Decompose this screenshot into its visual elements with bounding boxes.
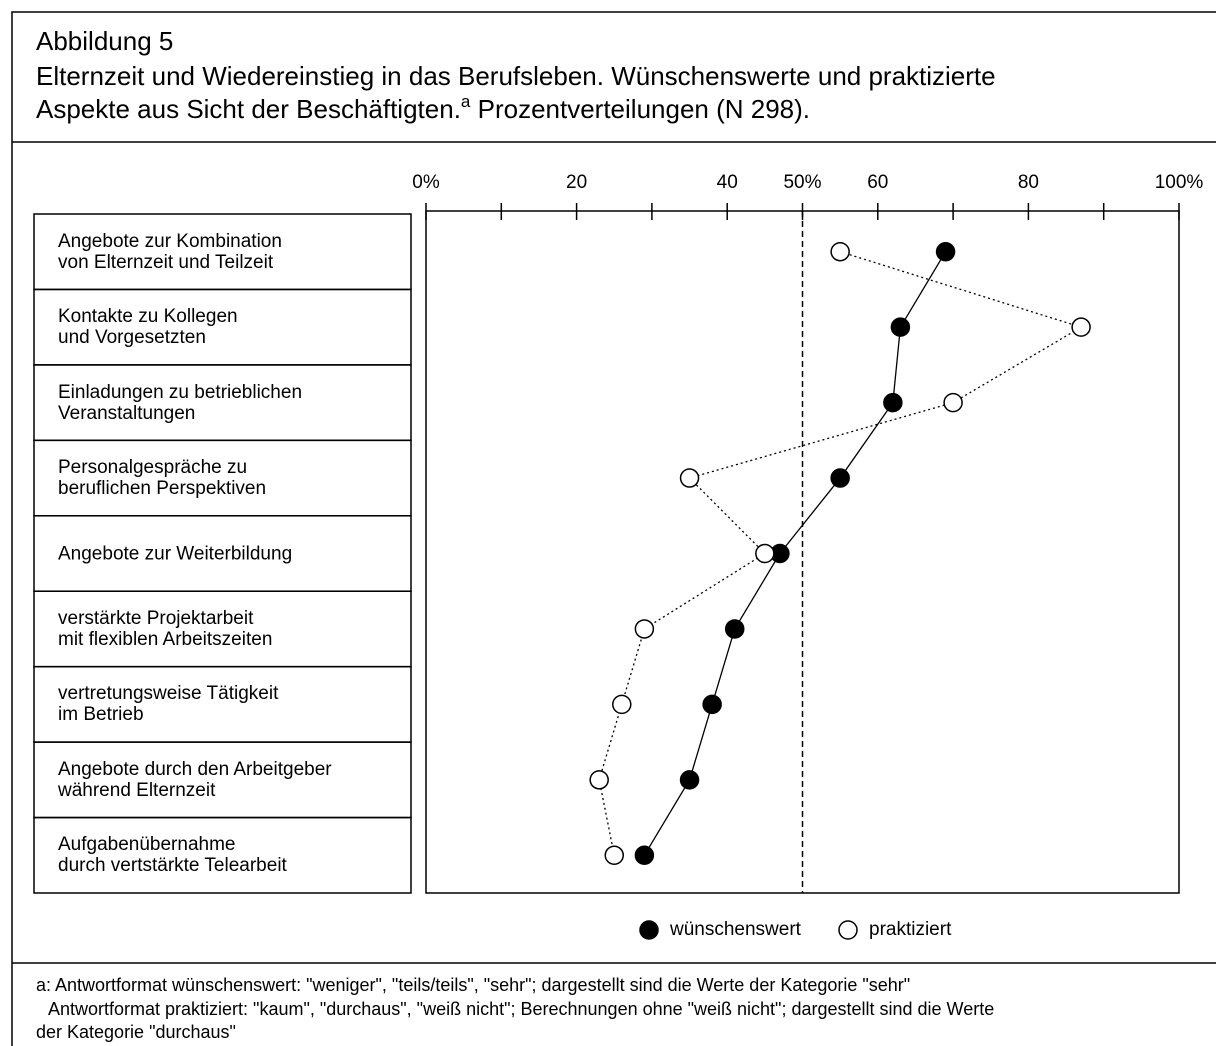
data-point — [612, 694, 632, 715]
category-label: Einladungen zu betrieblichen Veranstaltu… — [58, 381, 303, 424]
legend-marker — [639, 920, 659, 940]
x-tick-label: 80 — [1018, 172, 1039, 193]
data-point — [702, 694, 722, 715]
data-point — [589, 770, 609, 790]
data-point — [943, 392, 963, 413]
title-text: Elternzeit und Wiedereinstieg in das Ber… — [36, 61, 996, 124]
footnote: Antwortformat praktiziert: "kaum", "durc… — [48, 999, 995, 1019]
footnote: a: Antwortformat wünschenswert: "weniger… — [36, 975, 911, 995]
data-point — [679, 770, 700, 790]
category-label: Aufgabenübernahme durch vertstärkte Tele… — [58, 834, 287, 877]
x-tick-label: 50% — [783, 172, 821, 193]
data-point — [724, 619, 745, 639]
series-line — [598, 251, 1083, 856]
x-tick-label: 0% — [412, 172, 440, 193]
category-label: vertretungsweise Tätigkeit im Betrieb — [58, 683, 279, 726]
data-point — [830, 468, 850, 488]
legend-marker — [838, 920, 858, 940]
figure-label: Abbildung 5 — [36, 26, 174, 56]
data-point — [634, 845, 655, 866]
category-box — [33, 816, 412, 894]
footnote: der Kategorie "durchaus" — [36, 1022, 236, 1042]
category-label: Angebote durch den Arbeitgeber während E… — [58, 758, 332, 801]
legend-label: praktiziert — [869, 919, 952, 940]
category-label: Kontakte zu Kollegen und Vorgesetzten — [58, 306, 238, 349]
category-label: verstärkte Projektarbeit mit flexiblen A… — [58, 607, 273, 650]
x-tick-label: 40 — [717, 172, 738, 193]
data-point — [755, 543, 775, 564]
data-point — [883, 392, 903, 413]
category-label: Personalgespräche zu beruflichen Perspek… — [58, 457, 267, 500]
legend-label: wünschenswert — [669, 919, 802, 940]
series-line — [643, 251, 947, 856]
data-point — [604, 845, 624, 866]
title-end: Prozentverteilungen (N 298). — [470, 94, 811, 124]
chart-title: Elternzeit und Wiedereinstieg in das Ber… — [36, 60, 996, 129]
data-point — [1071, 317, 1091, 337]
data-point — [830, 241, 850, 262]
x-tick-label: 20 — [566, 172, 587, 193]
data-point — [890, 317, 911, 337]
frame — [11, 11, 1216, 1046]
category-label: Angebote zur Weiterbildung — [58, 543, 293, 564]
data-point — [679, 468, 700, 488]
x-tick-label: 60 — [867, 172, 888, 193]
category-label: Angebote zur Kombination von Elternzeit … — [58, 230, 282, 273]
data-point — [634, 619, 655, 639]
data-point — [935, 241, 956, 262]
x-tick-label: 100% — [1155, 172, 1204, 193]
title-superscript: a — [460, 92, 471, 111]
